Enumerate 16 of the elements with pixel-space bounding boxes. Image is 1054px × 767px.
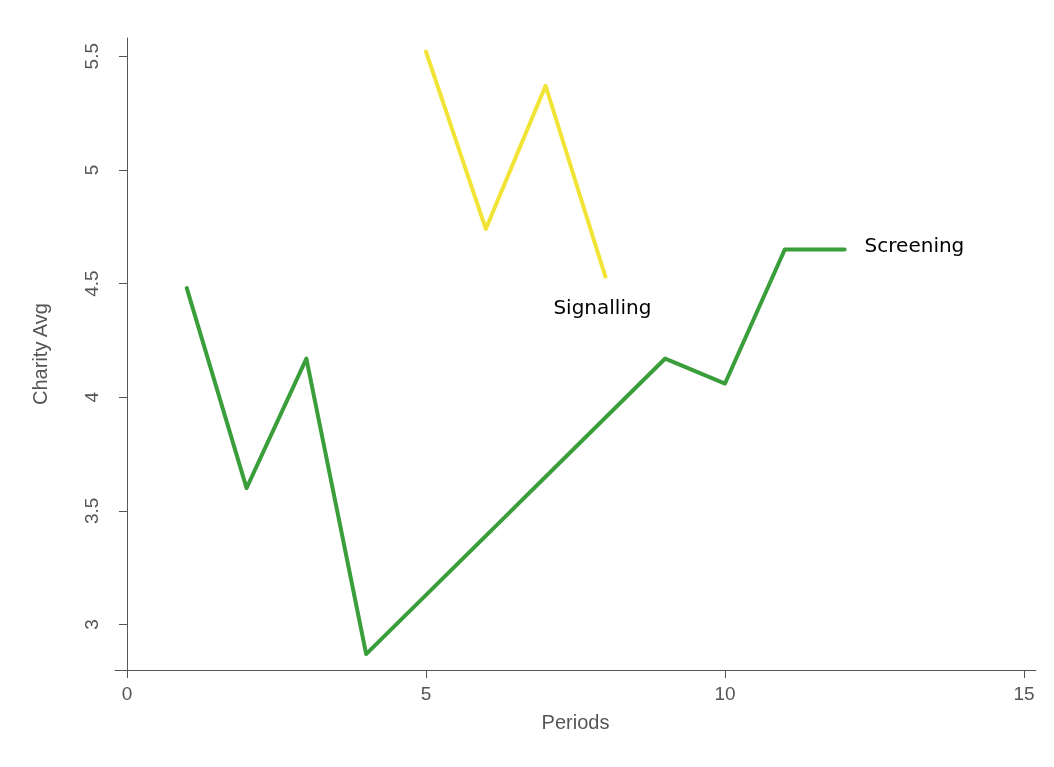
y-tick-label: 5.5 — [81, 42, 102, 70]
x-axis-title: Periods — [541, 711, 610, 733]
series-label: Screening — [864, 233, 965, 258]
x-tick-label: 5 — [420, 683, 432, 704]
line-series — [184, 247, 847, 657]
x-tick-label: 15 — [1013, 683, 1035, 704]
line-series — [423, 49, 608, 279]
y-tick-label: 4.5 — [81, 270, 102, 297]
x-tick-label: 10 — [714, 683, 736, 704]
series-label: Signalling — [553, 294, 652, 319]
x-tick-label: 0 — [121, 683, 133, 704]
y-tick-label: 3 — [81, 619, 102, 630]
y-tick-label: 5 — [81, 164, 102, 176]
y-tick-label: 4 — [81, 391, 102, 403]
y-tick-label: 3.5 — [81, 497, 102, 525]
y-axis-title: Charity Avg — [29, 303, 51, 405]
